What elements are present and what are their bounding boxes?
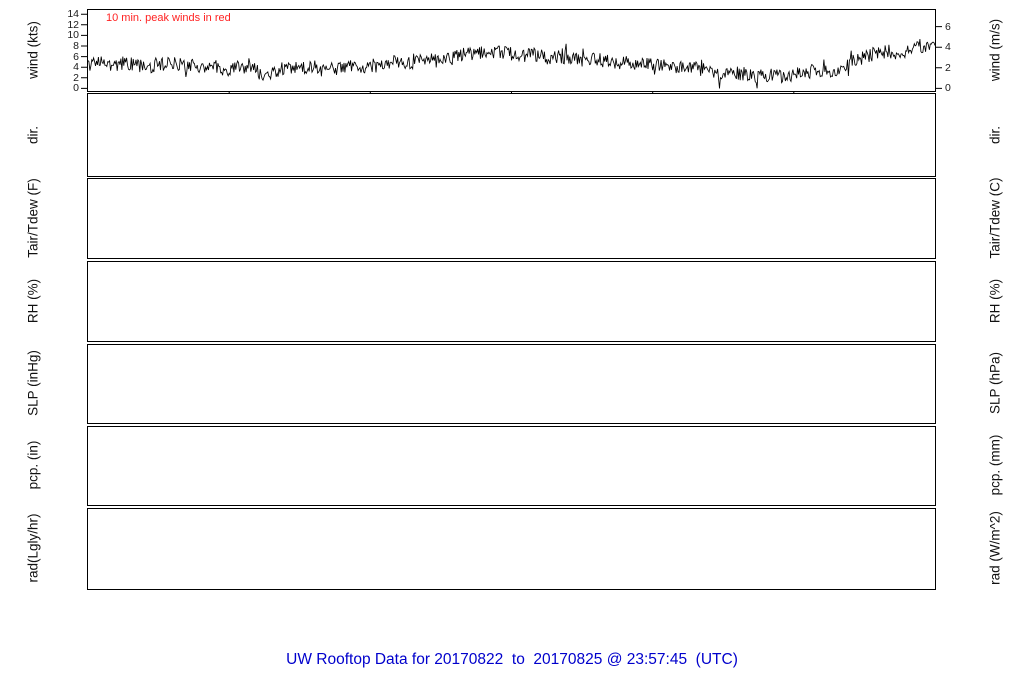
ytick-label: 0 xyxy=(73,82,79,95)
panel-wind-speed: 10 min. peak winds in red 0 2 4 6 8 10 12 14 0 2 4… xyxy=(67,8,951,95)
ylabel-dir-left: dir. xyxy=(25,125,41,145)
ytick-label: 12 xyxy=(67,18,79,31)
ylabel-rad-right: rad (W/m^2) xyxy=(987,511,1003,585)
panel-precipitation xyxy=(87,426,936,506)
ytick-label: 8 xyxy=(73,40,79,52)
ytick-label: 4 xyxy=(73,61,79,74)
panel-solar-radiation xyxy=(87,508,936,590)
ylabel-pcp-right: pcp. (mm) xyxy=(987,434,1003,496)
figure-title: UW Rooftop Data for 20170822 to 20170825… xyxy=(286,651,738,668)
ylabel-temp-right: Tair/Tdew (C) xyxy=(987,177,1003,259)
ylabel-dir-right: dir. xyxy=(987,125,1003,145)
ylabel-slp-left: SLP (inHg) xyxy=(25,350,41,416)
ylabel-rad-left: rad(Lgly/hr) xyxy=(25,513,41,583)
ytick-label: 6 xyxy=(945,20,951,33)
ytick-label: 2 xyxy=(945,61,951,74)
ylabel-rh-right: RH (%) xyxy=(987,278,1003,324)
panel-wind-direction xyxy=(87,93,936,177)
wind-peak-note: 10 min. peak winds in red xyxy=(106,12,231,24)
ylabel-wind-right: wind (m/s) xyxy=(987,18,1003,82)
ylabel-wind-left: wind (kts) xyxy=(25,21,41,79)
panel-relative-humidity xyxy=(87,261,936,342)
ytick-label: 14 xyxy=(67,8,79,21)
radiation-plot xyxy=(88,509,388,659)
ytick-label: 10 xyxy=(67,29,79,42)
ylabel-rh-left: RH (%) xyxy=(25,278,41,324)
ytick-label: 2 xyxy=(73,71,79,84)
ytick-label: 4 xyxy=(945,41,951,54)
ytick-label: 6 xyxy=(73,50,79,63)
panel-temperature-dewpoint xyxy=(87,178,936,259)
panel-sea-level-pressure xyxy=(87,344,936,424)
ylabel-slp-right: SLP (hPa) xyxy=(987,351,1003,415)
ytick-label: 0 xyxy=(945,82,951,95)
ylabel-temp-left: Tair/Tdew (F) xyxy=(25,178,41,258)
ylabel-pcp-left: pcp. (in) xyxy=(25,440,41,490)
series-wind-average xyxy=(87,38,936,89)
